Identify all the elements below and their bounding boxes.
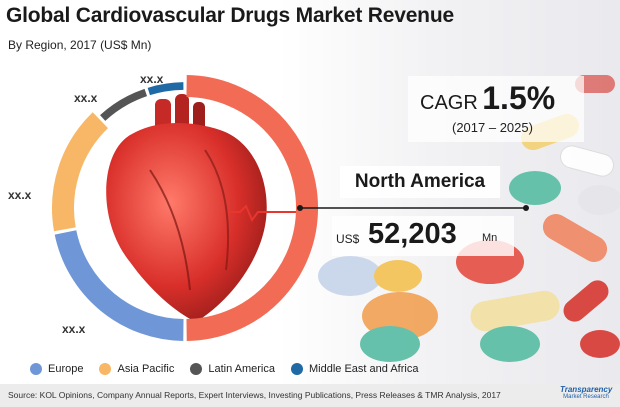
cagr-box: CAGR 1.5% (2017 – 2025) <box>408 76 584 142</box>
legend-swatch <box>190 363 203 375</box>
donut-ring <box>52 75 319 341</box>
ring-label-asia-pacific: xx.x <box>8 188 32 202</box>
tmr-logo-icon: Transparency Market Research <box>560 385 613 401</box>
legend-label: Middle East and Africa <box>309 363 419 375</box>
ring-segment-north-america <box>186 75 319 341</box>
legend-swatch <box>30 363 42 375</box>
heart-illustration-icon <box>106 94 300 322</box>
highlight-region-label: North America <box>340 166 500 198</box>
cagr-label: CAGR <box>420 92 478 114</box>
highlight-value: 52,203 <box>368 218 457 250</box>
legend-label: Asia Pacific <box>117 363 175 375</box>
ring-label-europe: xx.x <box>62 322 86 336</box>
logo-sub-text: Market Research <box>563 394 609 400</box>
ring-label-middle-east-africa: xx.x <box>140 72 164 86</box>
connector-dot-right <box>523 205 529 211</box>
footer: Source: KOL Opinions, Company Annual Rep… <box>0 384 620 407</box>
highlight-unit: Mn <box>482 232 498 244</box>
legend-item: Latin America <box>190 363 275 375</box>
legend-label: Latin America <box>208 363 275 375</box>
logo-main-text: Transparency <box>560 385 613 394</box>
ring-segment-middle-east-africa <box>147 82 184 96</box>
ring-label-latin-america: xx.x <box>74 91 98 105</box>
ring-segment-europe <box>54 229 184 341</box>
legend-item: Middle East and Africa <box>291 363 418 375</box>
chart-subtitle: By Region, 2017 (US$ Mn) <box>8 38 152 52</box>
source-note: Source: KOL Opinions, Company Annual Rep… <box>8 390 501 400</box>
chart-title: Global Cardiovascular Drugs Market Reven… <box>6 4 454 27</box>
highlight-currency: US$ <box>336 232 360 246</box>
legend-swatch <box>291 363 303 375</box>
legend-item: Europe <box>30 363 83 375</box>
legend-label: Europe <box>48 363 84 375</box>
chart-legend: Europe Asia Pacific Latin America Middle Ea… <box>30 359 434 379</box>
legend-swatch <box>99 363 112 375</box>
connector-dot-left <box>297 205 303 211</box>
ring-segment-asia-pacific <box>52 112 109 232</box>
legend-item: Asia Pacific <box>99 363 174 375</box>
cagr-period: (2017 – 2025) <box>452 120 533 135</box>
highlight-value-box: US$ 52,203 Mn <box>332 216 514 256</box>
ring-segment-latin-america <box>100 88 148 121</box>
cagr-value: 1.5% <box>482 80 556 116</box>
